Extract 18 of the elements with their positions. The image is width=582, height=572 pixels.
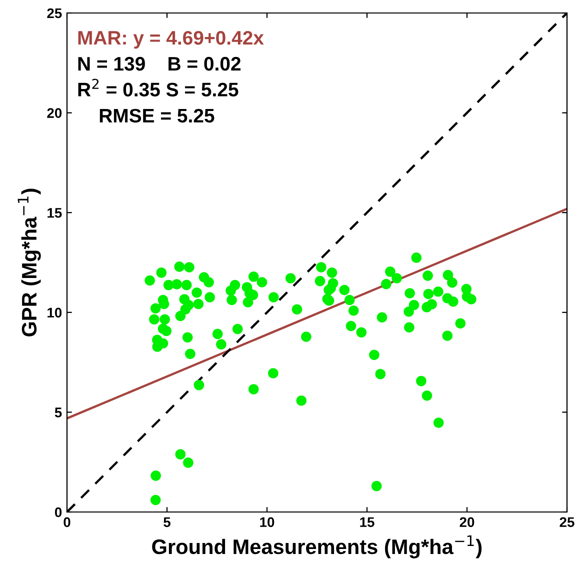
annotation: N = 139 B = 0.02	[78, 56, 241, 71]
x-axis-title: Ground Measurements (Mg*ha$^{−1}$)	[152, 535, 482, 558]
y-tick-label: 10	[48, 308, 62, 318]
x-tick-label: 5	[164, 517, 170, 528]
x-tick-label: 0	[64, 517, 70, 528]
y-tick-label: 15	[48, 208, 62, 218]
y-tick-label: 5	[54, 408, 62, 418]
x-tick-label: 20	[460, 517, 474, 528]
x-tick-label: 25	[560, 517, 574, 528]
y-axis-title: GPR (Mg*ha$^{−1}$)	[18, 188, 41, 336]
x-tick-label: 15	[360, 517, 374, 528]
y-tick-label: 0	[54, 507, 62, 518]
y-tick-label: 20	[47, 108, 62, 118]
annotation: RMSE = 5.25	[100, 108, 214, 123]
x-tick-label: 10	[260, 517, 274, 528]
y-tick-label: 25	[47, 8, 62, 18]
annotation: MAR: y = 4.69+0.42x	[78, 30, 264, 49]
annotation: R$^{2}$ = 0.35 S = 5.25	[78, 78, 238, 97]
